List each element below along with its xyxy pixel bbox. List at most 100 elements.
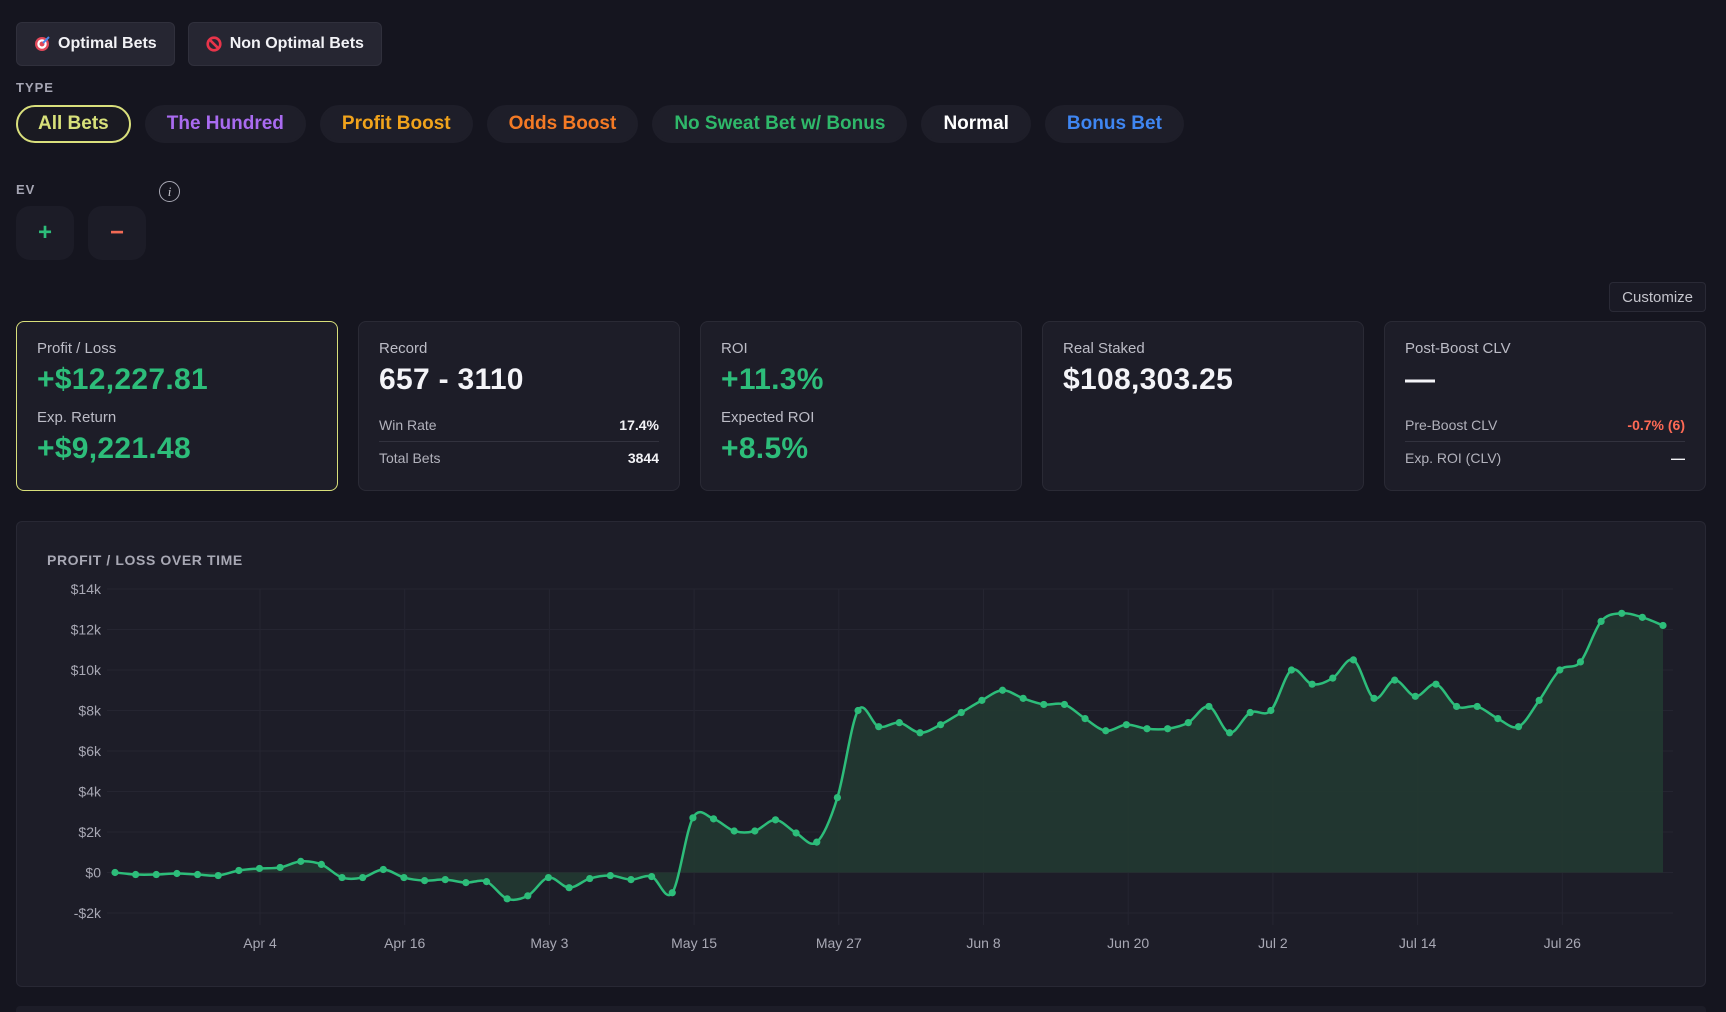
post-boost-clv-card[interactable]: Post-Boost CLV — Pre-Boost CLV -0.7% (6)… (1384, 321, 1706, 491)
data-point[interactable] (854, 706, 862, 715)
data-point[interactable] (503, 895, 511, 903)
data-point[interactable] (1618, 609, 1626, 617)
data-point[interactable] (482, 878, 491, 886)
data-point[interactable] (379, 865, 387, 874)
data-point[interactable] (1329, 674, 1337, 682)
y-tick-label: $4k (78, 784, 102, 800)
data-point[interactable] (1638, 613, 1646, 621)
data-point[interactable] (1514, 723, 1523, 731)
real-staked-card[interactable]: Real Staked $108,303.25 (1042, 321, 1364, 491)
data-point[interactable] (1287, 666, 1296, 674)
data-point[interactable] (338, 873, 346, 882)
type-pill-the-hundred[interactable]: The Hundred (144, 105, 306, 143)
x-tick-label: May 27 (816, 935, 862, 951)
record-card[interactable]: Record 657 - 3110 Win Rate 17.4% Total B… (358, 321, 680, 491)
data-point[interactable] (1122, 721, 1130, 729)
type-pill-odds-boost[interactable]: Odds Boost (486, 105, 639, 143)
data-point[interactable] (730, 827, 738, 835)
data-point[interactable] (1391, 676, 1399, 684)
data-point[interactable] (1164, 725, 1172, 733)
data-point[interactable] (1246, 708, 1254, 717)
data-point[interactable] (668, 889, 676, 897)
data-point[interactable] (214, 871, 222, 880)
exp-roi-clv-label: Exp. ROI (CLV) (1405, 450, 1502, 466)
non-optimal-bets-button[interactable]: Non Optimal Bets (187, 22, 382, 66)
data-point[interactable] (833, 793, 842, 802)
data-point[interactable] (1659, 621, 1667, 630)
data-point[interactable] (1060, 700, 1069, 709)
data-point[interactable] (648, 872, 656, 881)
data-point[interactable] (1143, 725, 1151, 733)
chart-title: PROFIT / LOSS OVER TIME (47, 552, 243, 568)
data-point[interactable] (1225, 729, 1234, 737)
data-point[interactable] (1453, 702, 1461, 711)
profit-loss-card[interactable]: Profit / Loss +$12,227.81 Exp. Return +$… (16, 321, 338, 491)
profit-loss-chart: -$2k $0 $2k $4k $6k $8k $10k $12k $14k Apr 4 Apr 1… (71, 581, 1673, 951)
data-point[interactable] (998, 686, 1007, 694)
data-point[interactable] (1535, 696, 1543, 704)
data-point[interactable] (565, 884, 573, 892)
data-point[interactable] (132, 870, 140, 879)
data-point[interactable] (1473, 702, 1481, 711)
data-point[interactable] (751, 827, 759, 835)
data-point[interactable] (276, 863, 284, 872)
data-point[interactable] (916, 729, 924, 737)
type-pill-bonus-bet[interactable]: Bonus Bet (1044, 105, 1184, 143)
ev-minus-button[interactable]: − (88, 206, 146, 260)
data-point[interactable] (586, 874, 594, 883)
data-point[interactable] (627, 875, 635, 884)
data-point[interactable] (421, 877, 429, 885)
data-point[interactable] (359, 873, 367, 882)
data-point[interactable] (317, 860, 325, 868)
type-pill-normal[interactable]: Normal (921, 105, 1031, 143)
customize-button[interactable]: Customize (1609, 282, 1706, 312)
ev-plus-button[interactable]: + (16, 206, 74, 260)
data-point[interactable] (1040, 700, 1048, 709)
data-point[interactable] (297, 857, 305, 865)
data-point[interactable] (1184, 719, 1192, 727)
data-point[interactable] (689, 814, 697, 822)
data-point[interactable] (173, 869, 181, 878)
type-pill-no-sweat-bet-w-bonus[interactable]: No Sweat Bet w/ Bonus (652, 105, 908, 143)
data-point[interactable] (1019, 694, 1027, 702)
data-point[interactable] (1494, 715, 1502, 723)
data-point[interactable] (255, 864, 264, 873)
data-point[interactable] (1432, 680, 1440, 688)
type-pill-profit-boost[interactable]: Profit Boost (319, 105, 473, 143)
data-point[interactable] (1102, 727, 1110, 735)
data-point[interactable] (1576, 658, 1585, 666)
data-point[interactable] (709, 815, 718, 823)
data-point[interactable] (111, 868, 119, 877)
data-point[interactable] (1308, 680, 1316, 688)
data-point[interactable] (792, 829, 800, 837)
optimal-bets-button[interactable]: Optimal Bets (16, 22, 175, 66)
data-point[interactable] (606, 871, 614, 880)
info-icon[interactable]: i (159, 181, 180, 202)
data-point[interactable] (1370, 694, 1378, 702)
data-point[interactable] (235, 866, 243, 875)
data-point[interactable] (152, 870, 160, 879)
data-point[interactable] (1205, 702, 1213, 711)
data-point[interactable] (771, 816, 780, 824)
data-point[interactable] (1556, 666, 1564, 674)
data-point[interactable] (462, 879, 470, 887)
data-point[interactable] (1597, 617, 1605, 625)
type-pill-all-bets[interactable]: All Bets (16, 105, 131, 143)
data-point[interactable] (813, 838, 821, 846)
data-point[interactable] (524, 892, 532, 900)
data-point[interactable] (441, 875, 449, 884)
data-point[interactable] (1081, 715, 1089, 723)
data-point[interactable] (1411, 692, 1419, 700)
data-point[interactable] (978, 696, 986, 704)
data-point[interactable] (400, 873, 408, 882)
data-point[interactable] (1349, 656, 1357, 664)
data-point[interactable] (1267, 706, 1275, 715)
data-point[interactable] (937, 721, 945, 729)
data-point[interactable] (544, 873, 553, 882)
non-optimal-bets-label: Non Optimal Bets (229, 35, 364, 52)
data-point[interactable] (957, 708, 965, 717)
data-point[interactable] (193, 870, 202, 879)
roi-card[interactable]: ROI +11.3% Expected ROI +8.5% (700, 321, 1022, 491)
data-point[interactable] (895, 719, 903, 727)
data-point[interactable] (875, 723, 883, 731)
